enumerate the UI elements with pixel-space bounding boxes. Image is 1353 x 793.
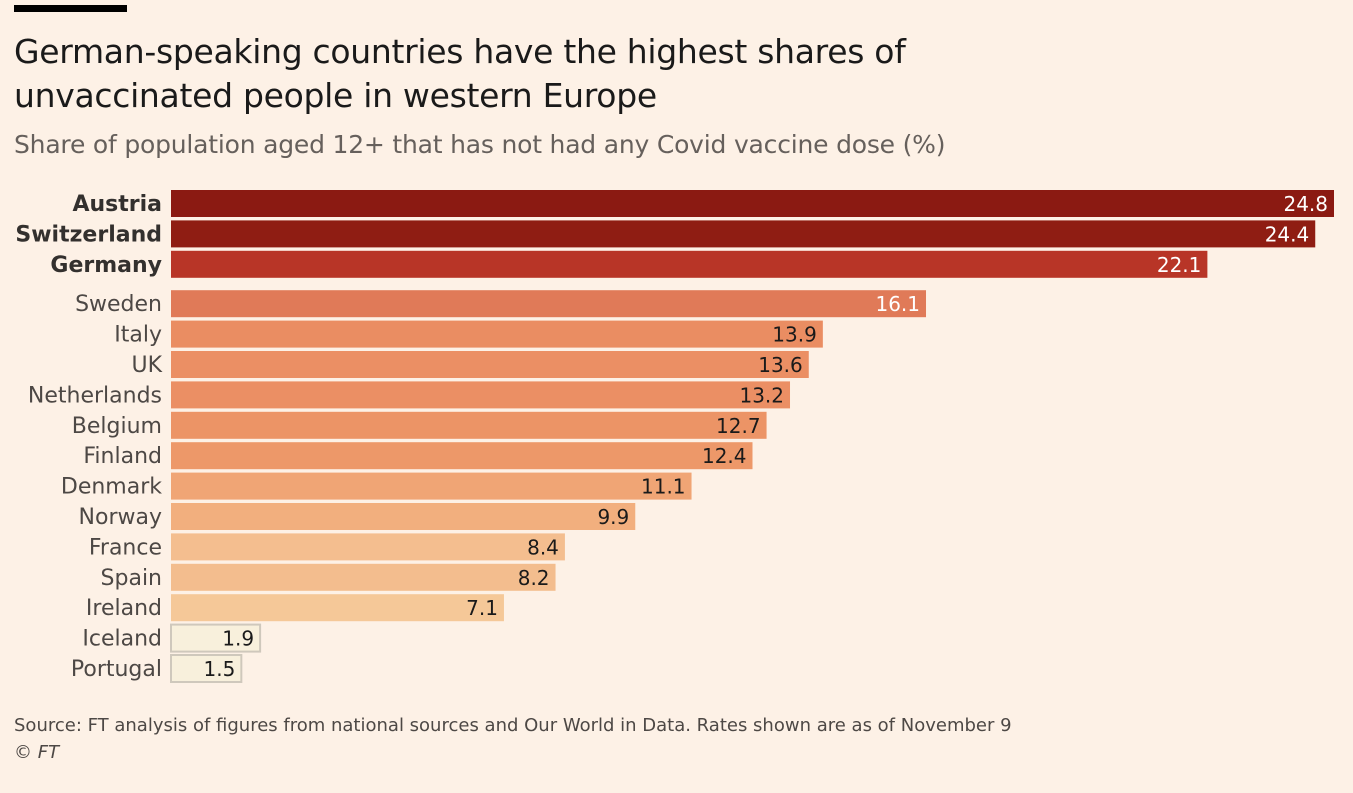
bar-germany bbox=[171, 250, 1208, 278]
source-note: Source: FT analysis of figures from nati… bbox=[14, 715, 1012, 736]
bar-belgium bbox=[171, 411, 767, 439]
copyright: © FT bbox=[14, 742, 60, 763]
ft-top-bar bbox=[14, 5, 127, 12]
category-label: France bbox=[89, 535, 162, 560]
value-label: 12.4 bbox=[702, 444, 747, 468]
value-label: 24.8 bbox=[1283, 192, 1328, 216]
value-label: 13.6 bbox=[758, 353, 803, 377]
value-label: 8.4 bbox=[527, 535, 559, 559]
value-label: 13.9 bbox=[772, 323, 817, 347]
bar-switzerland bbox=[171, 220, 1316, 248]
category-label: UK bbox=[131, 353, 162, 378]
bar-austria bbox=[171, 190, 1334, 217]
chart-title: German-speaking countries have the highe… bbox=[14, 32, 906, 115]
value-label: 16.1 bbox=[875, 292, 920, 316]
value-label: 22.1 bbox=[1157, 253, 1202, 277]
value-label: 9.9 bbox=[597, 505, 629, 529]
value-label: 8.2 bbox=[518, 566, 550, 590]
category-label: Austria bbox=[72, 192, 162, 217]
value-label: 24.4 bbox=[1265, 222, 1310, 246]
value-label: 1.5 bbox=[204, 657, 236, 681]
bar-uk bbox=[171, 351, 809, 378]
category-label: Portugal bbox=[71, 657, 162, 682]
category-label: Italy bbox=[114, 323, 162, 348]
bar-portugal bbox=[170, 654, 243, 683]
bar-spain bbox=[171, 563, 556, 591]
category-label: Denmark bbox=[61, 475, 162, 500]
bar-finland bbox=[171, 442, 753, 470]
bar-netherlands bbox=[171, 381, 791, 409]
value-label: 13.2 bbox=[739, 383, 784, 407]
category-label: Norway bbox=[79, 505, 162, 530]
value-label: 7.1 bbox=[466, 596, 498, 620]
bar-sweden bbox=[171, 290, 927, 318]
category-label: Switzerland bbox=[15, 222, 162, 247]
chart-subtitle: Share of population aged 12+ that has no… bbox=[14, 130, 946, 159]
category-label: Ireland bbox=[86, 596, 162, 621]
bar-ireland bbox=[171, 594, 504, 622]
bar-france bbox=[171, 533, 565, 561]
value-label: 12.7 bbox=[716, 414, 761, 438]
bar-norway bbox=[171, 503, 636, 530]
category-label: Netherlands bbox=[28, 383, 162, 408]
value-label: 1.9 bbox=[222, 627, 254, 651]
category-label: Germany bbox=[50, 253, 162, 278]
category-label: Iceland bbox=[82, 627, 162, 652]
category-label: Sweden bbox=[75, 292, 162, 317]
bar-iceland bbox=[170, 623, 262, 653]
category-label: Belgium bbox=[72, 414, 162, 439]
bar-italy bbox=[171, 320, 823, 348]
value-label: 11.1 bbox=[641, 475, 686, 499]
category-label: Spain bbox=[101, 566, 162, 591]
bar-denmark bbox=[171, 472, 692, 500]
category-label: Finland bbox=[83, 444, 162, 469]
